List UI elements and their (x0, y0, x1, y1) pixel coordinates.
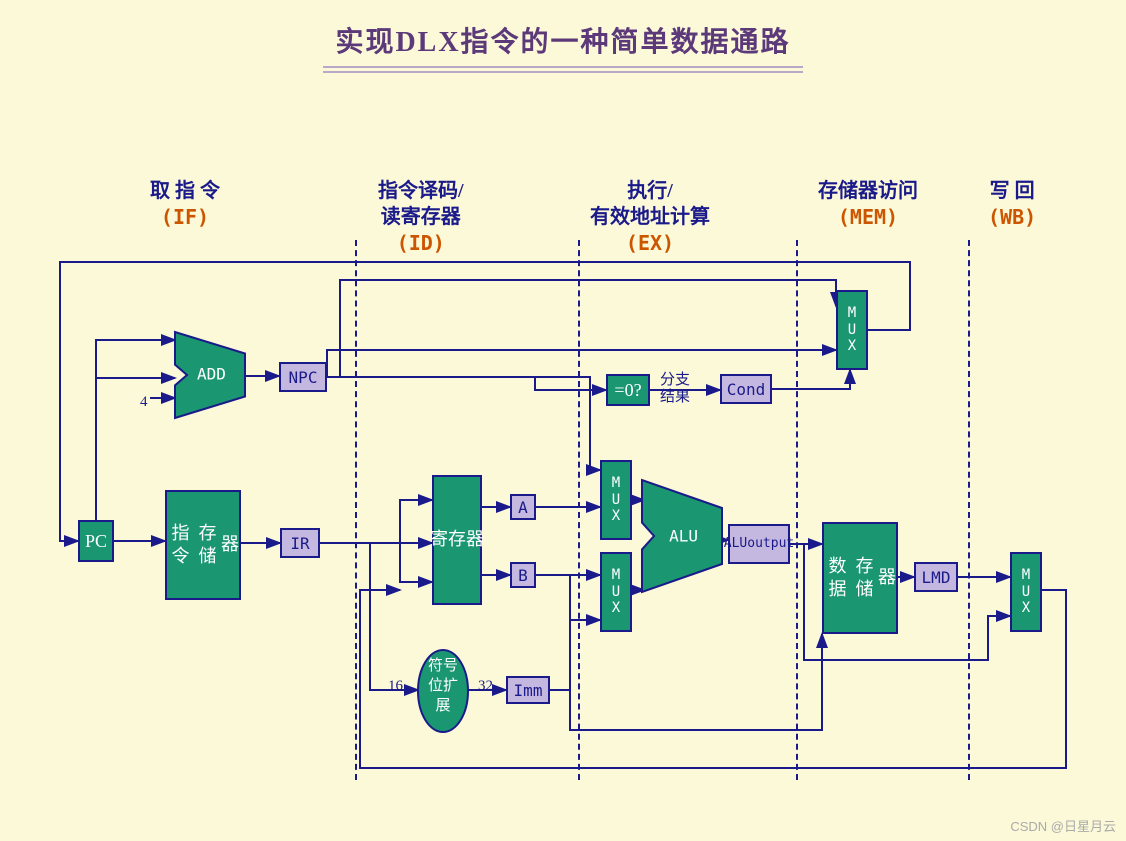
node-dmem: 数据存储器 (822, 522, 898, 634)
stage-divider (968, 240, 970, 780)
wire (550, 620, 600, 690)
svg-text:ALU: ALU (669, 527, 698, 546)
stage-label: 写 回(WB) (988, 178, 1036, 231)
node-mux3: MUX (836, 290, 868, 370)
stage-divider (796, 240, 798, 780)
title-underline (323, 66, 803, 73)
node-lmd: LMD (914, 562, 958, 592)
wire (400, 543, 432, 582)
node-aluout: ALUoutput (728, 524, 790, 564)
wire (400, 500, 432, 543)
wire-layer: ADD 符号位扩展 ALU (0, 0, 1126, 841)
watermark: CSDN @日星月云 (1010, 816, 1116, 835)
node-alu: ALU (642, 480, 722, 592)
stage-label: 执行/有效地址计算(EX) (590, 178, 710, 256)
page-title: 实现DLX指令的一种简单数据通路 (0, 0, 1126, 60)
wire (360, 590, 1066, 768)
svg-text:符号: 符号 (428, 657, 458, 674)
wire (96, 340, 175, 502)
edge-label-const4: 4 (140, 394, 148, 411)
wire (370, 543, 418, 690)
node-mux2: MUX (600, 552, 632, 632)
stage-divider (355, 240, 357, 780)
node-npc: NPC (279, 362, 327, 392)
wire (96, 378, 175, 520)
stage-label: 指令译码/读寄存器(ID) (378, 178, 464, 256)
stage-label: 存储器访问(MEM) (818, 178, 918, 231)
node-imm: Imm (506, 676, 550, 704)
node-imem: 指令存储器 (165, 490, 241, 600)
node-pc: PC (78, 520, 114, 562)
wire (535, 377, 606, 390)
edge-label-thirtytwo: 32 (478, 678, 493, 695)
edge-label-branch: 分支结果 (660, 372, 690, 405)
svg-text:展: 展 (435, 698, 450, 714)
svg-text:ADD: ADD (197, 364, 226, 383)
wire (340, 280, 836, 377)
stage-divider (578, 240, 580, 780)
wire (772, 370, 850, 389)
node-a: A (510, 494, 536, 520)
stage-label: 取 指 令(IF) (150, 178, 220, 231)
edge-label-sixteen: 16 (388, 678, 403, 695)
wire (327, 377, 600, 470)
node-mux4: MUX (1010, 552, 1042, 632)
wire (327, 350, 836, 377)
node-ir: IR (280, 528, 320, 558)
node-regs: 寄存器 (432, 475, 482, 605)
node-cond: Cond (720, 374, 772, 404)
node-add: ADD (175, 332, 245, 418)
node-zero: =0? (606, 374, 650, 406)
svg-text:位扩: 位扩 (428, 677, 458, 694)
node-mux1: MUX (600, 460, 632, 540)
node-b: B (510, 562, 536, 588)
